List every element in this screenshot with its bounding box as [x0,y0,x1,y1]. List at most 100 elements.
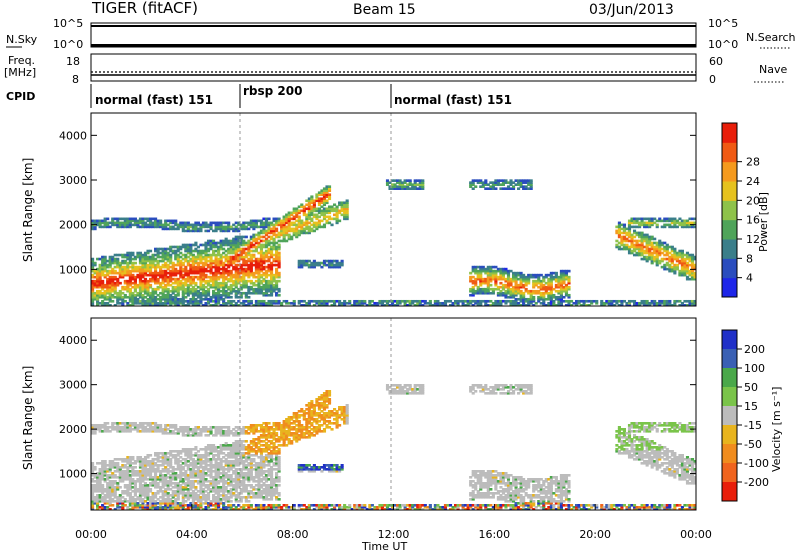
power-cell [645,251,649,255]
velocity-cell [209,430,213,433]
velocity-cell [189,486,193,489]
power-cell [136,291,140,295]
power-cell [305,301,309,305]
velocity-cell [169,476,173,479]
power-cell [111,289,115,293]
power-cell [229,271,233,275]
velocity-cell [123,470,127,473]
power-cell [204,273,208,277]
power-cell [181,273,185,277]
velocity-cell [156,428,160,431]
power-cell [312,203,316,207]
power-cell [224,255,228,259]
velocity-cell [154,496,158,499]
power-cell [486,275,490,279]
velocity-cell [143,426,148,429]
power-cell [184,273,188,277]
velocity-cell [111,498,115,501]
velocity-cell [136,430,140,433]
power-cell [269,271,274,275]
velocity-cell [189,506,193,509]
velocity-cell [138,458,143,461]
power-cell [138,289,143,293]
power-cell [537,299,541,303]
velocity-cell [138,506,143,509]
power-cell [232,283,236,287]
velocity-cell [201,470,206,473]
power-cell [650,241,654,245]
power-cell [494,269,498,273]
power-cell [567,299,571,303]
power-cell [272,283,276,287]
velocity-cell [108,426,112,429]
power-cell [103,219,107,223]
velocity-cell [174,500,178,503]
power-cell [103,223,107,227]
velocity-cell [166,476,170,479]
power-cell [161,259,165,263]
power-cell [285,215,289,219]
velocity-cell [151,498,155,501]
power-cell [640,247,644,251]
power-cell [116,265,120,269]
velocity-cell [116,482,120,485]
power-cell [383,299,387,303]
power-cell [164,269,168,273]
power-cell [227,271,231,275]
power-cell [204,269,208,273]
power-cell [154,299,158,303]
velocity-cell [148,454,153,457]
velocity-cell [204,490,208,493]
velocity-cell [174,450,178,453]
power-cell [91,273,95,277]
power-cell [479,279,483,283]
freq-tick-top: 18 [66,55,80,68]
power-cell [640,217,644,221]
power-cell [327,193,332,197]
power-cell [688,225,692,229]
velocity-cell [196,462,200,465]
power-cell [285,219,289,223]
power-cell [181,277,185,281]
power-cell [421,185,425,188]
power-cell [131,303,135,306]
power-cell [262,261,266,265]
velocity-cell [128,422,132,425]
power-cell [537,295,541,299]
velocity-cell [179,430,183,433]
power-cell [534,301,538,305]
power-cell [522,185,526,188]
power-cell [433,299,437,303]
power-cell [509,179,513,182]
power-cell [186,245,190,249]
velocity-cell [156,426,160,429]
power-cell [358,303,362,306]
velocity-cell [161,506,165,509]
power-cell [295,227,299,231]
power-cell [257,225,261,229]
power-cell [96,293,100,297]
velocity-cell [93,476,97,479]
power-cell [98,267,102,271]
power-cell [171,219,175,223]
velocity-cell [206,454,211,457]
power-cell [275,259,279,263]
velocity-cell [154,462,158,465]
power-cell [514,301,518,305]
power-cell [212,229,216,233]
power-cell [517,179,521,182]
power-cell [511,295,516,299]
power-cell [103,289,107,293]
power-cell [242,243,246,247]
power-cell [217,275,221,279]
power-cell [123,255,127,259]
velocity-cell [136,502,140,505]
power-cell [547,285,551,289]
power-cell [224,281,228,285]
power-cell [650,221,654,225]
power-cell [592,299,596,303]
power-cell [186,249,190,253]
power-cell [653,303,657,306]
power-cell [559,289,563,293]
power-cell [504,285,508,289]
